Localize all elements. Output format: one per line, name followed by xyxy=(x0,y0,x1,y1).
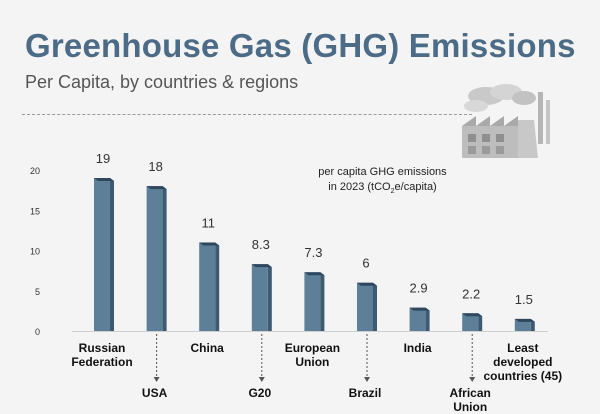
category-label: G20 xyxy=(248,386,272,400)
value-label: 11 xyxy=(201,215,215,230)
value-label: 6 xyxy=(362,256,369,271)
bar-top xyxy=(514,318,535,322)
bar xyxy=(462,313,479,331)
connector-arrow xyxy=(153,377,160,382)
bar xyxy=(514,318,531,331)
note-line-1: per capita GHG emissions xyxy=(318,166,447,178)
y-tick-label: 10 xyxy=(30,247,40,257)
bar-top xyxy=(146,186,167,190)
page-subtitle: Per Capita, by countries & regions xyxy=(25,72,299,92)
value-label: 2.9 xyxy=(410,281,428,296)
divider xyxy=(22,114,472,115)
value-label: 2.2 xyxy=(462,286,480,301)
value-label: 7.3 xyxy=(304,245,322,260)
bar-side xyxy=(530,318,535,331)
bar xyxy=(304,272,321,331)
bar-top xyxy=(409,307,430,311)
bar-side xyxy=(110,178,114,331)
connector-arrow xyxy=(364,377,370,382)
bar-side xyxy=(478,313,483,331)
bar-top xyxy=(251,264,272,268)
bar-side xyxy=(215,242,220,331)
value-label: 8.3 xyxy=(252,237,270,252)
y-tick-label: 20 xyxy=(30,166,40,176)
y-tick-label: 0 xyxy=(35,327,40,337)
bar-side xyxy=(425,307,430,331)
bar xyxy=(199,242,216,331)
value-label: 18 xyxy=(148,159,162,174)
category-label: European Union xyxy=(284,341,341,369)
bar-side xyxy=(373,282,377,331)
page-title: Greenhouse Gas (GHG) Emissions xyxy=(25,27,576,64)
category-label: Brazil xyxy=(348,386,382,400)
chart-note: per capita GHG emissions in 2023 (tCO2e/… xyxy=(300,165,465,199)
category-label: China xyxy=(190,341,224,355)
value-label: 1.5 xyxy=(515,292,533,307)
bar-side xyxy=(267,264,272,331)
bar xyxy=(409,307,426,331)
bar xyxy=(251,264,268,331)
category-label: USA xyxy=(141,386,168,400)
bar-top xyxy=(357,282,377,286)
bar xyxy=(146,186,163,331)
connector-arrow xyxy=(469,377,476,382)
category-label: Russian Federation xyxy=(71,341,133,369)
bar-side xyxy=(320,272,325,331)
category-label: Least developed countries (45) xyxy=(483,341,563,383)
note-line-2: in 2023 (tCO2e/capita) xyxy=(328,181,437,196)
value-label: 19 xyxy=(96,151,110,166)
bar-top xyxy=(199,242,220,246)
connector-arrow xyxy=(258,377,265,382)
y-tick-label: 5 xyxy=(35,287,40,297)
bar-top xyxy=(94,178,114,182)
bar-top xyxy=(304,272,325,276)
bar xyxy=(357,282,373,331)
y-tick-label: 15 xyxy=(30,206,40,216)
bar-side xyxy=(162,186,167,331)
category-label: India xyxy=(403,341,432,355)
bar xyxy=(94,178,110,331)
factory-icon xyxy=(458,82,558,163)
bar-top xyxy=(462,313,483,317)
